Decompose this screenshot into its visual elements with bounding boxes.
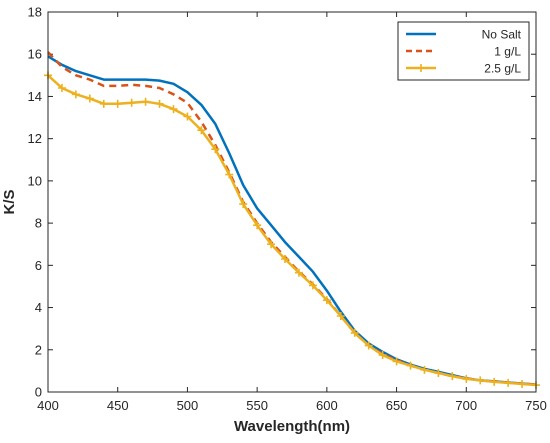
legend-label-1: 1 g/L	[494, 45, 521, 59]
x-tick-label: 700	[455, 398, 477, 413]
series-point-2	[406, 361, 415, 370]
x-tick-label: 750	[525, 398, 547, 413]
series-point-2	[350, 328, 359, 337]
series-point-2	[281, 255, 290, 263]
x-axis: 400 450 500 550 600 650 700 750	[37, 12, 547, 413]
series-point-2	[239, 200, 248, 209]
x-tick-label: 550	[246, 398, 268, 413]
y-tick-label: 2	[35, 342, 42, 357]
series-point-2	[197, 126, 206, 135]
series-point-2	[85, 94, 94, 103]
series-point-2	[253, 221, 262, 230]
series-point-2	[336, 312, 345, 320]
series-point-2	[490, 377, 499, 386]
y-tick-label: 10	[28, 173, 42, 188]
x-tick-label: 450	[107, 398, 129, 413]
series-point-2	[211, 145, 220, 154]
series-point-2	[225, 170, 234, 179]
y-tick-label: 16	[28, 47, 42, 62]
legend-box	[397, 21, 530, 81]
y-tick-label: 18	[28, 5, 42, 20]
legend-label-0: No Salt	[482, 28, 522, 42]
series-point-2	[169, 105, 178, 114]
series-point-2	[392, 357, 401, 366]
series-point-2	[364, 341, 373, 350]
y-tick-label: 14	[28, 89, 42, 104]
legend-marker-2	[417, 64, 425, 72]
legend-label-2: 2.5 g/L	[484, 62, 521, 76]
series-point-2	[57, 84, 66, 92]
x-axis-title: Wavelength(nm)	[234, 418, 350, 435]
series-point-2	[127, 98, 136, 107]
series-point-2	[420, 365, 429, 374]
y-tick-label: 4	[35, 300, 42, 315]
series-point-2	[99, 99, 108, 108]
x-tick-label: 600	[316, 398, 338, 413]
series-point-2	[378, 351, 387, 360]
y-tick-label: 12	[28, 131, 42, 146]
series-point-2	[308, 281, 317, 290]
series-point-2	[504, 378, 513, 387]
series-point-2	[462, 374, 471, 383]
series-point-2	[448, 372, 457, 381]
series-point-2	[113, 99, 122, 108]
legend: No Salt 1 g/L 2.5 g/L	[397, 21, 530, 81]
x-tick-label: 400	[37, 398, 59, 413]
y-tick-label: 8	[35, 216, 42, 231]
y-tick-label: 6	[35, 258, 42, 273]
series-point-2	[141, 97, 150, 106]
series-point-2	[155, 99, 164, 108]
series-point-2	[183, 112, 192, 121]
y-tick-label: 0	[35, 385, 42, 400]
series-point-2	[434, 369, 443, 377]
y-axis-title: K/S	[1, 189, 18, 214]
series-point-2	[322, 296, 331, 305]
x-tick-label: 650	[386, 398, 408, 413]
series-point-2	[476, 376, 485, 385]
series-point-2	[71, 90, 80, 99]
series-point-2	[518, 379, 527, 388]
series-point-2	[267, 240, 276, 249]
series-point-2	[294, 268, 303, 277]
x-tick-label: 500	[177, 398, 199, 413]
plot-frame	[47, 11, 537, 393]
series-layer	[44, 51, 540, 390]
